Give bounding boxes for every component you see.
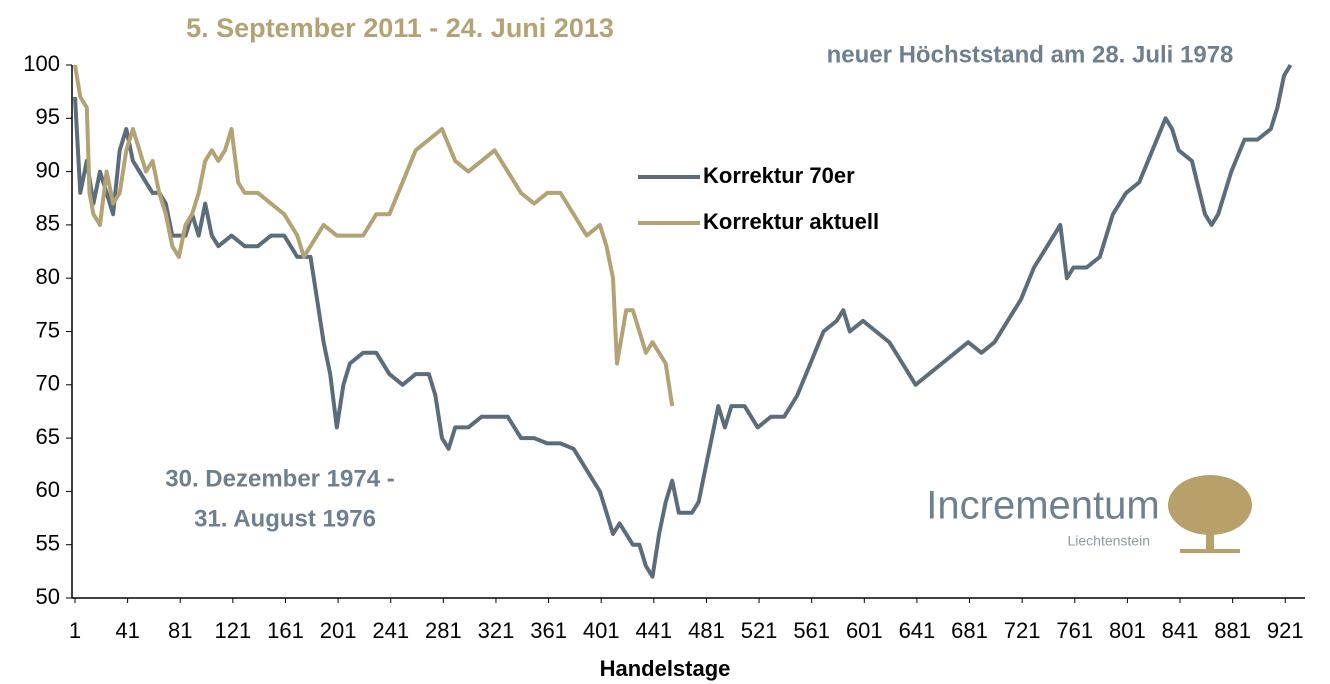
legend-label: Korrektur aktuell [703,209,879,234]
x-tick-label: 241 [372,618,409,643]
y-tick-label: 55 [36,531,60,556]
x-tick-label: 521 [741,618,778,643]
logo-tree [1168,475,1252,553]
y-tick-label: 65 [36,424,60,449]
x-tick-label: 921 [1267,618,1304,643]
x-tick-label: 761 [1056,618,1093,643]
y-tick-label: 95 [36,104,60,129]
y-tick-label: 85 [36,211,60,236]
x-tick-label: 41 [115,618,139,643]
x-tick-label: 721 [1004,618,1041,643]
x-tick-label: 681 [951,618,988,643]
x-tick-label: 441 [635,618,672,643]
x-tick-label: 321 [478,618,515,643]
x-tick-label: 281 [425,618,462,643]
x-tick-label: 361 [530,618,567,643]
series-line [73,64,675,407]
legend-label: Korrektur 70er [703,163,855,188]
x-tick-label: 81 [168,618,192,643]
x-tick-label: 1 [69,618,81,643]
series-line [73,63,1293,579]
logo-sub: Liechtenstein [1067,533,1150,549]
x-tick-label: 481 [688,618,725,643]
y-tick-label: 100 [23,51,60,76]
y-tick-label: 70 [36,371,60,396]
x-tick-label: 561 [793,618,830,643]
annotation: neuer Höchststand am 28. Juli 1978 [827,41,1234,68]
y-tick-label: 80 [36,264,60,289]
x-tick-label: 401 [583,618,620,643]
x-tick-label: 881 [1214,618,1251,643]
y-tick-label: 50 [36,584,60,609]
x-axis-label: Handelstage [600,656,731,681]
x-tick-label: 641 [899,618,936,643]
x-tick-label: 161 [267,618,304,643]
x-tick-label: 601 [846,618,883,643]
annotation: 30. Dezember 1974 - [165,465,394,492]
annotation: 31. August 1976 [194,505,376,532]
logo-name: Incrementum [926,484,1159,528]
y-tick-label: 60 [36,477,60,502]
y-tick-label: 90 [36,157,60,182]
x-tick-label: 121 [215,618,252,643]
chart-title: 5. September 2011 - 24. Juni 2013 [186,13,614,43]
x-tick-label: 801 [1109,618,1146,643]
x-tick-label: 201 [320,618,357,643]
y-tick-label: 75 [36,317,60,342]
x-tick-label: 841 [1162,618,1199,643]
